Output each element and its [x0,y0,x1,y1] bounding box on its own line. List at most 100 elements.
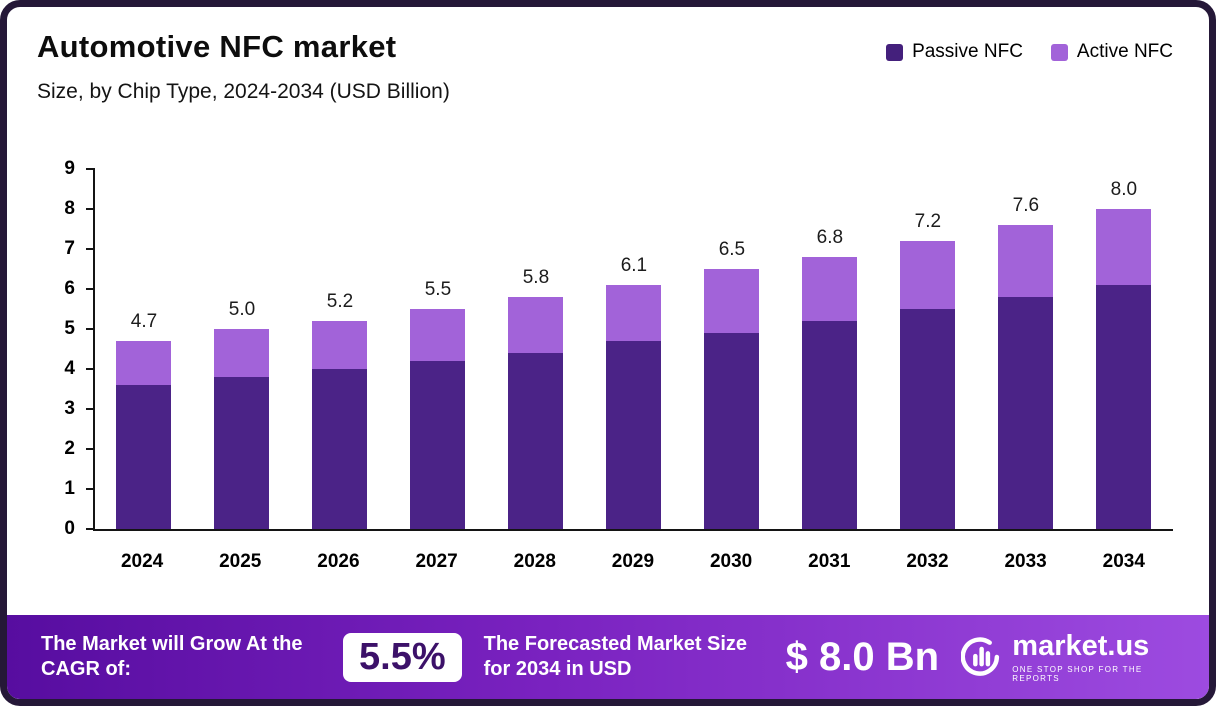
bar-segment-passive-nfc [802,321,858,529]
bar-group-2034: 8.0 [1075,169,1173,529]
bar-group-2027: 5.5 [389,169,487,529]
bar-total-label: 8.0 [1110,179,1138,201]
y-tick-label: 0 [64,518,75,539]
bar-segment-passive-nfc [606,341,662,529]
x-axis-label: 2032 [906,551,949,572]
page-subtitle: Size, by Chip Type, 2024-2034 (USD Billi… [37,80,450,103]
bar-segment-passive-nfc [116,385,172,529]
y-tick-mark [86,488,95,491]
bar-segment-passive-nfc [1096,285,1152,529]
x-axis-label: 2024 [120,551,164,572]
bar-stack [410,309,466,529]
bar-total-label: 7.6 [1012,195,1040,216]
bar-segment-active-nfc [214,329,270,377]
y-tick-mark [86,408,95,410]
bar-stack [214,329,270,529]
y-tick-mark [86,328,95,330]
bar-group-2028: 5.8 [487,169,585,529]
bar-stack [802,257,858,529]
y-tick-label: 3 [64,398,75,419]
legend-swatch-passive [886,43,904,61]
y-tick-mark [86,448,95,451]
bar-stack [508,297,564,529]
bar-segment-active-nfc [312,321,368,369]
x-axis-label: 2030 [709,551,753,572]
bars: 4.7 5.0 5.2 5.5 5.8 6.1 6.5 6.8 7.2 7.6 8.0 [95,169,1173,529]
header: Automotive NFC market Size, by Chip Type… [7,7,1209,104]
bar-segment-active-nfc [410,309,466,361]
y-tick-label: 5 [64,318,75,339]
bar-total-label: 6.5 [718,239,746,260]
legend-label: Passive NFC [912,41,1023,62]
y-tick-label: 8 [64,198,75,220]
bar-group-2031: 6.8 [781,169,879,529]
y-tick-label: 1 [64,478,75,500]
legend-item-passive: Passive NFC [886,41,1023,63]
x-axis-label: 2029 [611,551,655,572]
brand-name: market.us [1012,629,1150,662]
bar-stack [312,321,368,529]
plot-area: 4.7 5.0 5.2 5.5 5.8 6.1 6.5 6.8 7.2 7.6 8.0 [86,168,1173,531]
y-tick-mark [86,528,95,530]
bar-stack [704,269,760,529]
bar-group-2026: 5.2 [291,169,389,529]
bar-total-label: 4.7 [130,311,158,332]
brand-text: market.us ONE STOP SHOP FOR THE REPORTS [1012,629,1175,683]
x-axis-labels: 2024 2025 2026 2027 2028 2029 2030 2031 2032 2033… [93,551,1173,573]
x-axis-label: 2033 [1004,551,1047,572]
y-tick-label: 7 [64,238,75,259]
bar-stack [116,341,172,529]
bar-group-2032: 7.2 [879,169,977,529]
bar-total-label: 6.8 [816,227,844,248]
legend-item-active: Active NFC [1050,41,1173,63]
bar-total-label: 5.5 [424,279,452,300]
brand-logo: market.us ONE STOP SHOP FOR THE REPORTS [961,629,1175,683]
bar-total-label: 5.0 [228,299,256,320]
y-tick-mark [86,248,95,250]
y-tick-label: 6 [64,278,75,299]
header-titles: Automotive NFC market Size, by Chip Type… [37,29,450,104]
cagr-value: 5.5% [343,632,462,682]
x-axis-label: 2031 [808,551,851,572]
y-tick-label: 2 [64,438,75,460]
bar-segment-active-nfc [116,341,172,385]
y-tick-mark [86,168,95,170]
chart-legend: Passive NFC Active NFC [886,29,1173,63]
legend-label: Active NFC [1076,41,1173,62]
marketus-icon [961,637,1000,676]
legend-swatch-active [1050,43,1068,61]
x-axis-label: 2026 [317,551,360,572]
bar-stack [1096,209,1152,529]
brand-tagline: ONE STOP SHOP FOR THE REPORTS [1012,664,1143,683]
y-tick-mark [86,288,95,290]
bar-segment-active-nfc [1096,209,1152,285]
bar-segment-passive-nfc [410,361,466,529]
x-axis-label: 2034 [1102,551,1145,572]
bar-segment-active-nfc [606,285,662,341]
bar-total-label: 6.1 [620,255,648,276]
bar-stack [900,241,956,529]
y-tick-label: 4 [64,358,75,380]
bar-group-2025: 5.0 [193,169,291,529]
page-title: Automotive NFC market [37,29,397,64]
bar-segment-passive-nfc [214,377,270,529]
footer-banner: The Market will Grow At the CAGR of: 5.5… [7,615,1209,699]
bar-stack [998,225,1054,529]
bar-stack [606,285,662,529]
forecast-value: $ 8.0 Bn [785,634,940,679]
bar-segment-passive-nfc [900,309,956,529]
bar-group-2033: 7.6 [977,169,1075,529]
chart-region: 0 1 2 3 4 5 6 7 8 9 4.7 5.0 5.2 5.5 5.8 6.1 6.5 6.8 7.2 7.… [41,104,1179,615]
bar-group-2029: 6.1 [585,169,683,529]
bar-total-label: 5.2 [326,291,354,312]
bar-group-2030: 6.5 [683,169,781,529]
bar-segment-passive-nfc [704,333,760,529]
y-tick-mark [86,208,95,211]
bar-segment-active-nfc [802,257,858,321]
bar-segment-active-nfc [998,225,1054,297]
bar-segment-passive-nfc [312,369,368,529]
bar-segment-passive-nfc [508,353,564,529]
bar-total-label: 7.2 [914,211,942,232]
bar-group-2024: 4.7 [95,169,193,529]
